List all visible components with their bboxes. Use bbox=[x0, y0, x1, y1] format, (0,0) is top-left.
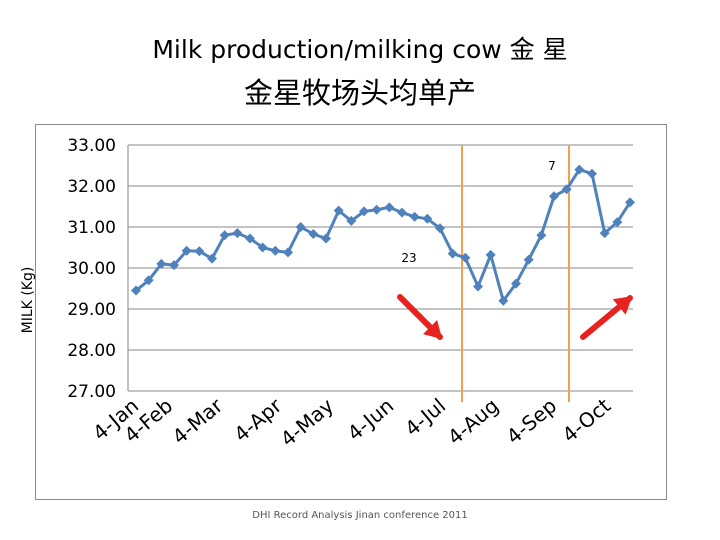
data-point bbox=[612, 217, 623, 228]
data-point bbox=[561, 184, 572, 195]
data-point bbox=[207, 253, 217, 264]
chart-title: Milk production/milking cow 金 星 bbox=[152, 35, 568, 64]
data-point bbox=[447, 248, 458, 259]
data-point bbox=[194, 246, 205, 257]
series-line bbox=[135, 168, 632, 303]
x-tick-label: 4-May bbox=[276, 393, 339, 451]
y-tick-label: 27.00 bbox=[67, 382, 116, 402]
annotation-label: 23 bbox=[401, 251, 416, 265]
data-point bbox=[181, 245, 192, 256]
y-tick-label: 33.00 bbox=[67, 136, 116, 156]
data-point bbox=[270, 245, 281, 256]
data-point bbox=[498, 295, 509, 306]
y-tick-label: 30.00 bbox=[67, 259, 116, 279]
data-point bbox=[257, 242, 268, 253]
data-point bbox=[587, 168, 597, 179]
data-point bbox=[409, 211, 420, 222]
data-point bbox=[625, 197, 635, 208]
x-tick-label: 4-Oct bbox=[558, 393, 616, 447]
data-point bbox=[346, 215, 357, 226]
arrow-head bbox=[612, 296, 633, 315]
data-point bbox=[156, 258, 167, 269]
data-point bbox=[283, 247, 293, 258]
data-point bbox=[422, 213, 433, 224]
data-point bbox=[549, 191, 559, 202]
data-point bbox=[321, 233, 331, 244]
x-tick-label: 4-Jul bbox=[400, 393, 450, 440]
y-tick-label: 31.00 bbox=[67, 218, 116, 238]
x-tick-label: 4-Sep bbox=[502, 393, 562, 448]
x-tick-label: 4-Apr bbox=[229, 393, 286, 447]
data-point bbox=[219, 230, 230, 241]
data-point bbox=[485, 249, 496, 260]
data-point bbox=[333, 205, 344, 216]
data-point bbox=[143, 275, 154, 286]
x-tick-label: 4-Jun bbox=[343, 393, 399, 445]
data-point bbox=[599, 228, 610, 239]
data-point bbox=[435, 223, 445, 234]
arrow-head bbox=[423, 320, 443, 340]
data-point bbox=[359, 206, 369, 217]
chart-frame bbox=[35, 124, 667, 500]
data-point bbox=[574, 164, 585, 175]
data-point bbox=[232, 228, 243, 239]
x-tick-label: 4-Mar bbox=[168, 393, 228, 449]
data-point bbox=[295, 222, 306, 232]
data-point bbox=[460, 252, 471, 263]
chart-subtitle: 金星牧场头均单产 bbox=[243, 76, 476, 110]
data-point bbox=[536, 230, 547, 241]
data-point bbox=[308, 228, 319, 239]
data-point bbox=[523, 254, 534, 265]
annotation-label: 7 bbox=[548, 159, 556, 173]
data-point bbox=[384, 202, 395, 213]
y-tick-label: 32.00 bbox=[67, 177, 116, 197]
data-point bbox=[245, 233, 255, 244]
x-tick-label: 4-Aug bbox=[443, 393, 503, 449]
footer-text: DHI Record Analysis Jinan conference 201… bbox=[252, 510, 468, 521]
y-tick-label: 29.00 bbox=[67, 300, 116, 320]
data-point bbox=[473, 281, 483, 292]
data-point bbox=[169, 260, 179, 271]
y-tick-label: 28.00 bbox=[67, 341, 116, 361]
data-point bbox=[131, 285, 141, 296]
data-point bbox=[371, 204, 382, 215]
data-point bbox=[397, 207, 407, 218]
data-point bbox=[511, 278, 521, 289]
